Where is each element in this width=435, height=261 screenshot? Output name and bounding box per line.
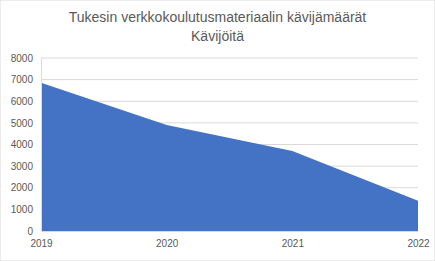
x-tick-label: 2021 bbox=[282, 238, 305, 249]
x-tick-label: 2019 bbox=[30, 238, 53, 249]
y-tick: 3000 bbox=[11, 161, 41, 172]
x-tick-label: 2022 bbox=[407, 238, 430, 249]
grid-line bbox=[41, 58, 418, 59]
y-tick: 8000 bbox=[11, 53, 41, 64]
x-tick-label: 2020 bbox=[156, 238, 179, 249]
y-axis: 0 1000 2000 3000 4000 5000 6000 7000 8000 bbox=[11, 53, 42, 237]
y-tick-label: 6000 bbox=[11, 96, 34, 107]
y-tick-label: 1000 bbox=[11, 204, 34, 215]
grid-line bbox=[41, 79, 418, 80]
y-tick-label: 2000 bbox=[11, 182, 34, 193]
y-tick-label: 5000 bbox=[11, 118, 34, 129]
subtitle: Kävijöitä bbox=[191, 28, 244, 44]
plot: 0 1000 2000 3000 4000 5000 6000 7000 8000 2019 202… bbox=[11, 53, 430, 249]
y-tick: 7000 bbox=[11, 74, 41, 85]
chart: Tukesin verkkokoulutusmateriaalin kävijä… bbox=[0, 0, 435, 261]
y-tick: 5000 bbox=[11, 118, 41, 129]
x-axis: 2019 2020 2021 2022 bbox=[30, 231, 430, 249]
y-tick-label: 8000 bbox=[11, 53, 34, 64]
area bbox=[41, 83, 418, 231]
background bbox=[0, 0, 435, 261]
y-tick-label: 4000 bbox=[11, 139, 34, 150]
y-tick-label: 7000 bbox=[11, 74, 34, 85]
y-tick-label: 0 bbox=[27, 226, 33, 237]
title: Tukesin verkkokoulutusmateriaalin kävijä… bbox=[69, 9, 367, 25]
y-tick: 1000 bbox=[11, 204, 41, 215]
y-tick: 0 bbox=[27, 226, 41, 237]
x-tick: 2022 bbox=[407, 231, 430, 249]
x-tick: 2019 bbox=[30, 231, 53, 249]
marks bbox=[41, 83, 418, 231]
grid-line bbox=[41, 101, 418, 102]
y-axis-line bbox=[41, 59, 42, 232]
x-tick: 2020 bbox=[156, 231, 179, 249]
grid bbox=[41, 58, 418, 231]
y-tick: 2000 bbox=[11, 182, 41, 193]
x-axis-line bbox=[42, 231, 419, 232]
y-tick: 4000 bbox=[11, 139, 41, 150]
y-tick: 6000 bbox=[11, 96, 41, 107]
x-tick: 2021 bbox=[282, 231, 305, 249]
y-tick-label: 3000 bbox=[11, 161, 34, 172]
